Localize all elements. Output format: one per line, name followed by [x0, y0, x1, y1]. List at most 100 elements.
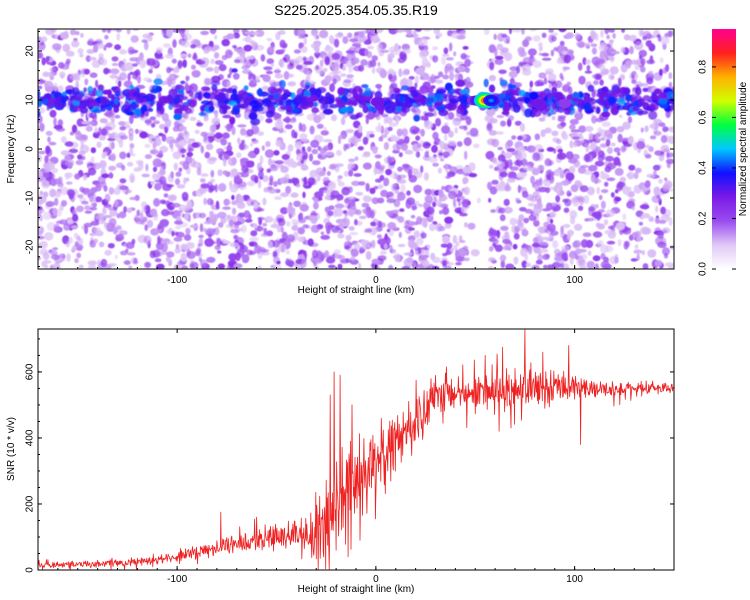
- spectrogram-cell: [110, 153, 116, 162]
- spectrogram-cell: [180, 80, 186, 85]
- spectrogram-band-cell: [181, 96, 188, 101]
- spectrogram-cell: [123, 206, 127, 213]
- spectrogram-cell: [101, 29, 107, 33]
- spectrogram-cell: [299, 133, 308, 140]
- spectrogram-cell: [78, 150, 86, 156]
- spectrogram-cell: [38, 170, 43, 177]
- spectrogram-cell: [266, 58, 275, 65]
- spectrogram-cell: [432, 131, 439, 140]
- spectrogram-cell: [332, 70, 339, 75]
- colorbar-tick-label: 0.8: [698, 60, 709, 74]
- spectrogram-band-cell: [348, 101, 355, 107]
- spectrogram-cell: [302, 191, 306, 199]
- spectrogram-cell: [604, 129, 612, 138]
- spectrogram-cell: [394, 29, 404, 33]
- spectrogram-cell: [640, 226, 650, 235]
- spectrogram-cell: [53, 82, 58, 92]
- spectrogram-cell: [420, 254, 430, 259]
- spectrogram-cell: [459, 239, 466, 244]
- spectrogram-cell: [58, 62, 65, 69]
- spectrogram-cell: [464, 58, 471, 67]
- spectrogram-cell: [214, 183, 218, 193]
- spectrogram-cell: [159, 123, 166, 130]
- spectrogram-cell: [430, 85, 436, 89]
- spectrogram-cell: [555, 138, 562, 145]
- spectrogram-cell: [348, 169, 354, 177]
- spectrogram-cell: [521, 229, 529, 237]
- spectrogram-cell: [342, 113, 348, 119]
- spectrogram-cell: [419, 115, 429, 121]
- spectrogram-cell: [46, 72, 54, 78]
- spectrogram-cell: [358, 64, 365, 72]
- spectrogram-cell: [74, 173, 81, 180]
- spectrogram-cell: [228, 253, 237, 261]
- spectrogram-cell: [520, 151, 527, 160]
- spectrogram-cell: [313, 198, 319, 203]
- spectrogram-cell: [623, 34, 631, 41]
- spectrogram-cell: [401, 142, 408, 151]
- spectrogram-cell: [285, 185, 292, 194]
- spectrogram-band-cell: [243, 95, 253, 102]
- spectrogram-cell: [498, 69, 507, 75]
- spectrogram-cell: [640, 57, 646, 66]
- spectrogram-cell: [262, 197, 267, 206]
- spectrogram-cell: [159, 219, 169, 228]
- spectrogram-cell: [121, 164, 126, 171]
- spectrogram-cell: [178, 204, 187, 212]
- spectrogram-cell: [634, 41, 644, 51]
- spectrogram-cell: [649, 135, 657, 140]
- spectrogram-band-cell: [665, 91, 674, 99]
- spectrogram-cell: [186, 248, 191, 257]
- spectrogram-cell: [306, 113, 315, 121]
- spectrogram-cell: [658, 178, 663, 184]
- spectrogram-cell: [129, 148, 134, 156]
- spectrogram-cell: [543, 264, 548, 269]
- spectrogram-cell: [154, 258, 162, 263]
- spectrogram-cell: [174, 225, 181, 230]
- spectrogram-cell: [166, 211, 175, 215]
- spectrogram-cell: [196, 167, 202, 176]
- spectrogram-cell: [77, 194, 84, 199]
- spectrogram-cell: [162, 164, 166, 169]
- spectrogram-cell: [345, 234, 352, 242]
- spectrogram-cell: [334, 38, 340, 48]
- spectrogram-cell: [40, 36, 48, 42]
- spectrogram-band-cell: [73, 96, 82, 102]
- spectrogram-cell: [168, 227, 173, 234]
- spectrogram-cell: [660, 144, 670, 152]
- spectrogram-cell: [255, 29, 265, 37]
- spectrogram-cell: [529, 29, 538, 32]
- spectrogram-cell: [608, 73, 615, 81]
- spectrogram-cell: [315, 64, 320, 71]
- spectrogram-cell: [600, 260, 610, 269]
- spectrogram-cell: [104, 34, 109, 40]
- spectrogram-cell: [500, 225, 509, 231]
- spectrogram-band-cell: [362, 105, 369, 114]
- spectrogram-cell: [417, 247, 422, 255]
- spectrogram-band-cell: [658, 98, 668, 105]
- spectrogram-cell: [127, 46, 135, 55]
- spectrogram-cell: [310, 139, 320, 148]
- spectrogram-cell: [100, 181, 107, 188]
- spectrogram-cell: [563, 54, 572, 64]
- spectrogram-hotspot: [558, 98, 571, 109]
- spectrogram-band-cell: [456, 107, 465, 115]
- spectrogram-cell: [164, 53, 175, 59]
- spectrogram-cell: [497, 154, 506, 162]
- spectrogram-cell: [241, 65, 250, 70]
- spectrogram-cell: [55, 220, 64, 224]
- spectrogram-cell: [129, 71, 134, 76]
- spectrogram-cell: [229, 67, 233, 75]
- spectrogram-band-cell: [142, 104, 147, 111]
- spectrogram-cell: [386, 191, 394, 198]
- spectrogram-cell: [441, 56, 446, 65]
- spectrogram-cell: [331, 52, 341, 60]
- spectrogram-cell: [250, 31, 259, 36]
- spectrogram-cell: [656, 34, 661, 38]
- spectrogram-cell: [214, 227, 220, 236]
- spectrogram-cell: [226, 214, 231, 220]
- spectrogram-cell: [639, 204, 650, 210]
- spectrogram-cell: [553, 148, 557, 154]
- spectrogram-cell: [537, 186, 548, 193]
- spectrogram-cell: [174, 178, 181, 186]
